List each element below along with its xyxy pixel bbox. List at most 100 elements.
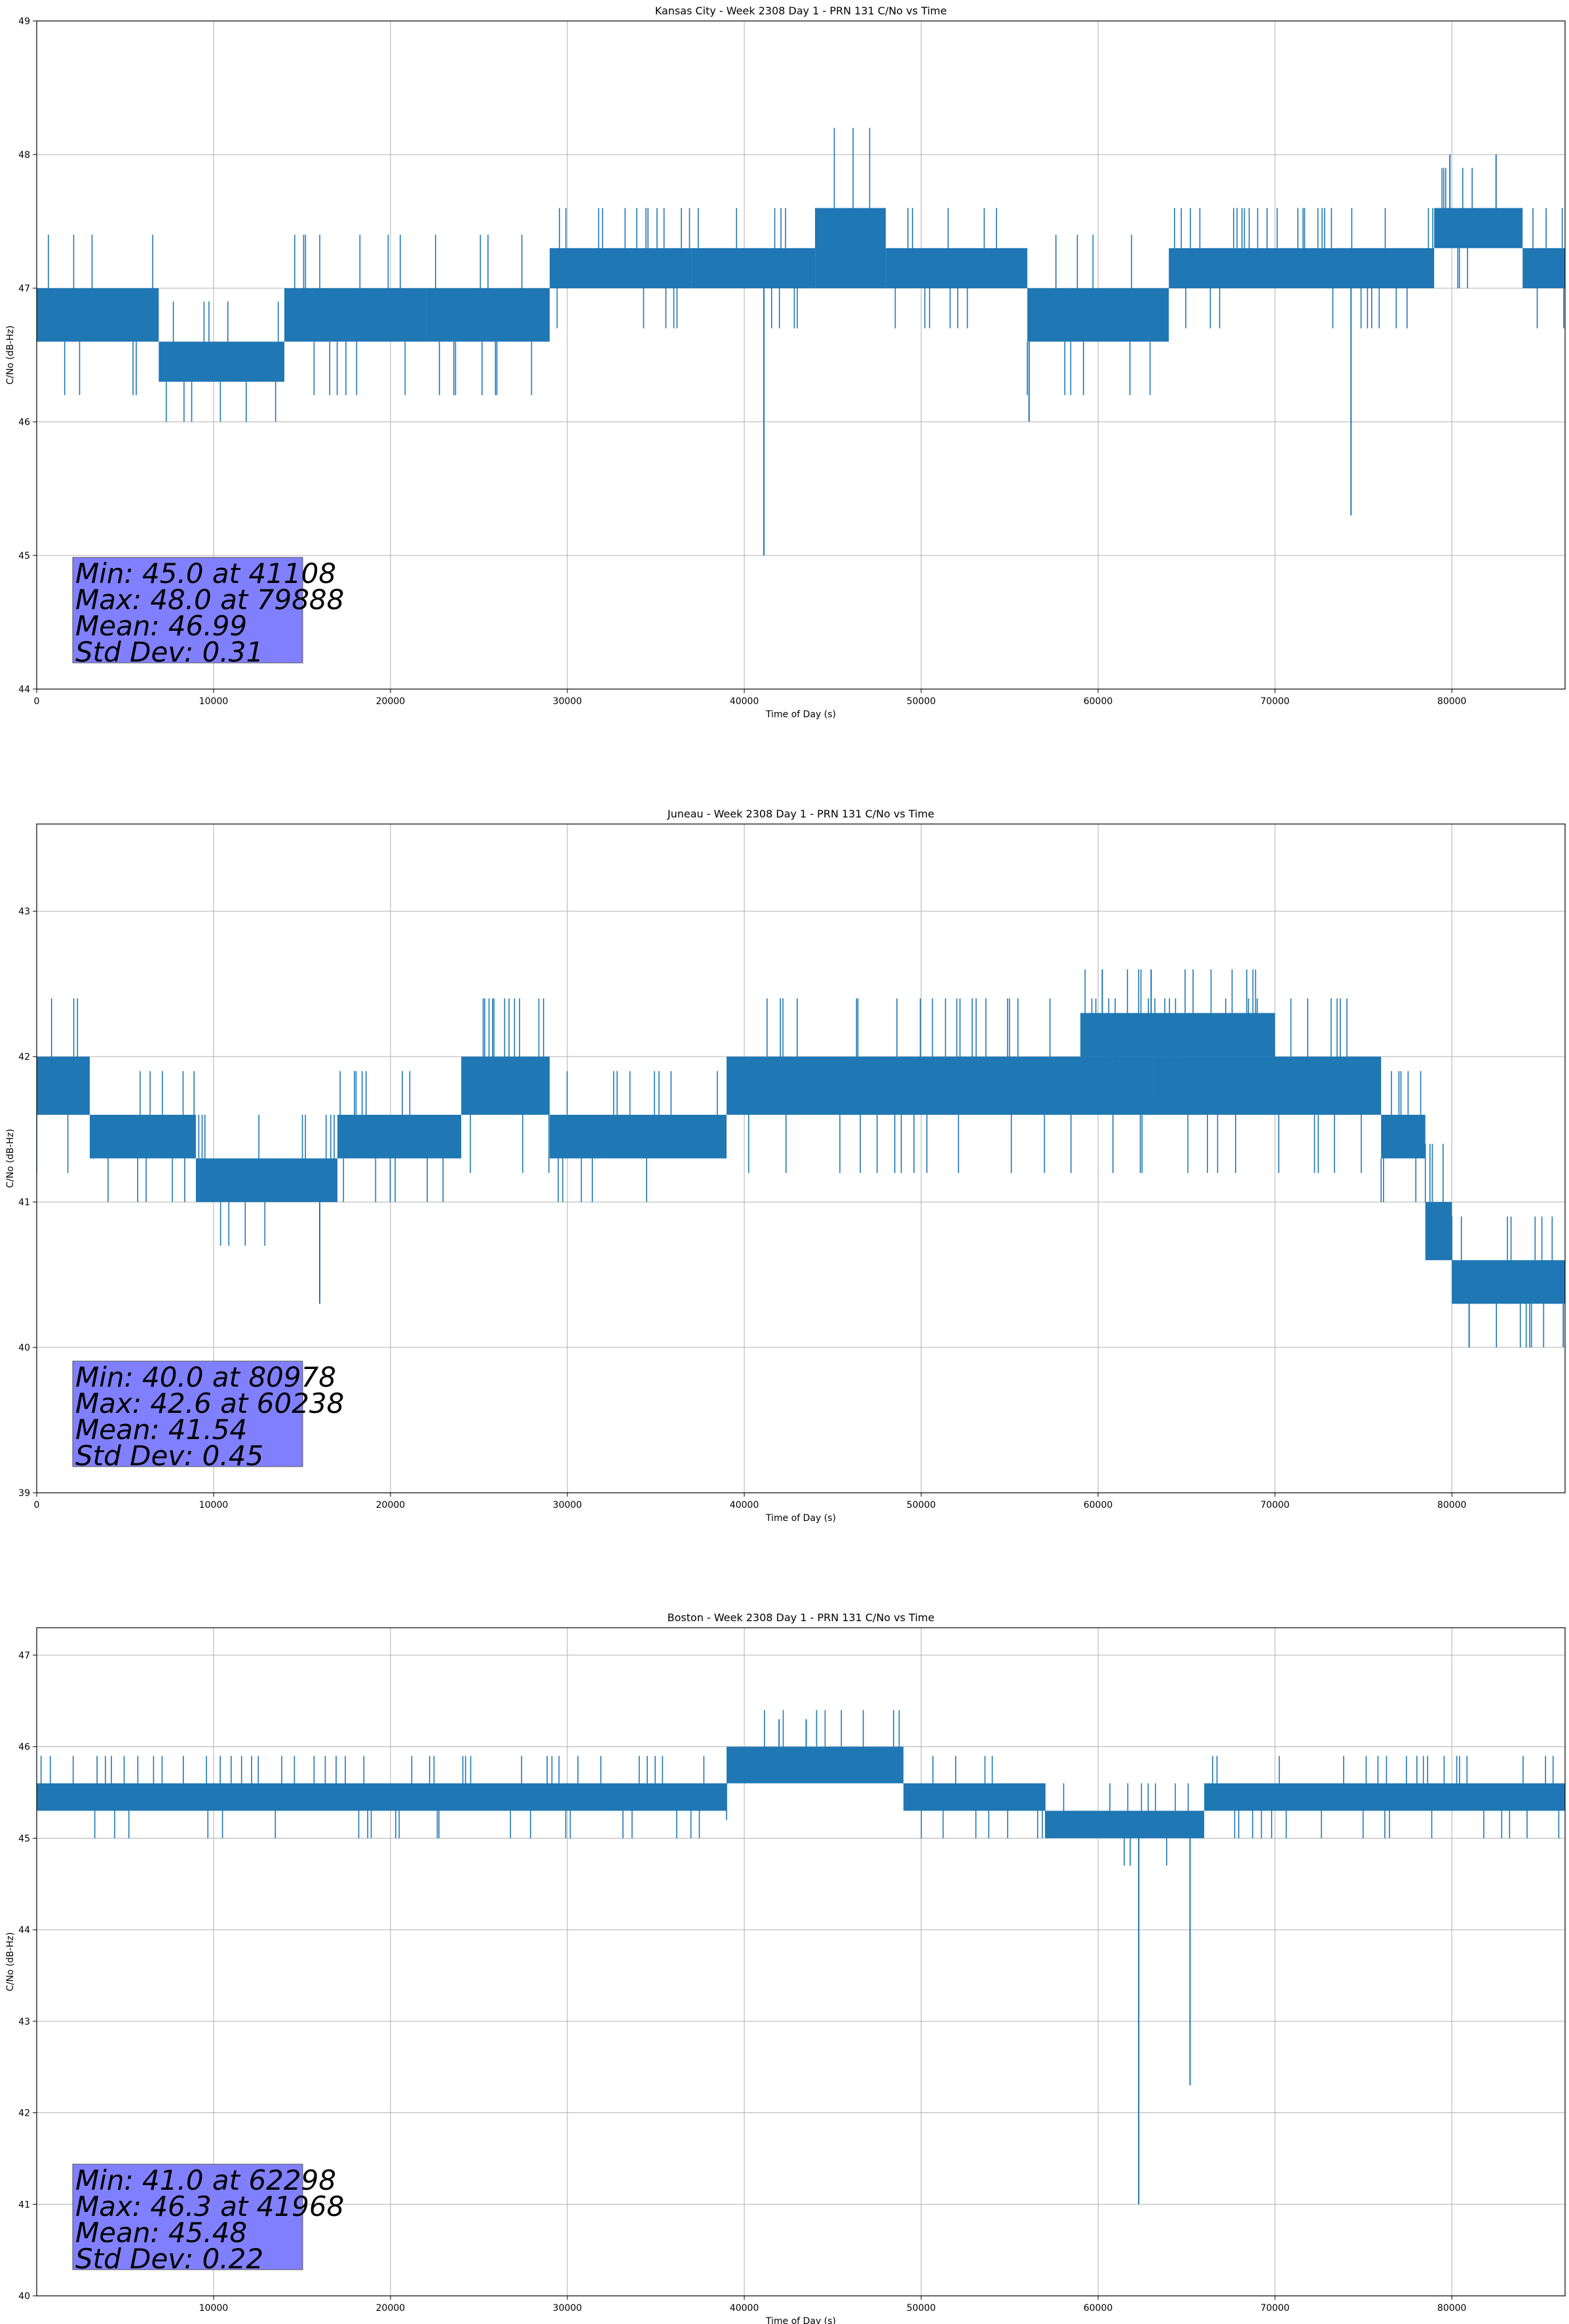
data-series — [37, 969, 1565, 1348]
stats-line: Max: 46.3 at 41968 — [75, 2190, 344, 2222]
y-tick-label: 44 — [18, 684, 30, 695]
band-segment — [1027, 288, 1169, 342]
chart-title: Kansas City - Week 2308 Day 1 - PRN 131 … — [655, 5, 947, 17]
x-tick-label: 70000 — [1260, 2303, 1290, 2314]
stats-line: Mean: 46.99 — [75, 610, 247, 642]
x-tick-label: 80000 — [1437, 696, 1467, 707]
band-segment — [37, 1783, 727, 1811]
y-tick-label: 48 — [18, 150, 30, 160]
axes-frame — [36, 823, 1566, 1493]
band-segment — [1452, 1260, 1565, 1304]
x-tick-label: 0 — [34, 1500, 40, 1510]
x-tick-label: 70000 — [1260, 696, 1290, 707]
stats-line: Max: 48.0 at 79888 — [75, 584, 344, 616]
band-texture — [198, 1114, 335, 1246]
y-tick-label: 46 — [18, 417, 30, 428]
stats-line: Std Dev: 0.45 — [75, 1440, 263, 1472]
y-tick-label: 41 — [18, 1197, 30, 1208]
y-tick-label: 47 — [18, 1651, 30, 1661]
x-tick-label: 10000 — [199, 1500, 229, 1510]
x-tick-label: 20000 — [376, 696, 406, 707]
y-tick-label: 42 — [18, 1052, 30, 1062]
y-axis-label: C/No (dB-Hz) — [5, 1932, 16, 1991]
band-segment — [886, 248, 1028, 288]
band-texture — [556, 208, 690, 329]
band-segment — [1204, 1783, 1565, 1811]
axes-frame — [36, 20, 1566, 690]
band-segment — [550, 1114, 727, 1159]
band-texture — [1174, 208, 1433, 329]
band-texture — [726, 1710, 900, 1820]
band-segment — [1045, 1810, 1205, 1839]
x-tick-label: 40000 — [730, 696, 759, 707]
x-tick-label: 70000 — [1260, 1500, 1290, 1510]
band-segment — [550, 248, 692, 288]
stats-line: Max: 42.6 at 60238 — [75, 1387, 344, 1419]
band-texture — [1044, 1783, 1189, 1866]
band-texture — [1451, 1216, 1553, 1347]
x-tick-label: 30000 — [553, 1500, 582, 1510]
x-tick-label: 60000 — [1084, 696, 1113, 707]
stats-line: Mean: 45.48 — [75, 2217, 247, 2249]
x-tick-label: 30000 — [553, 696, 582, 707]
x-tick-label: 0 — [34, 696, 40, 707]
x-tick-label: 10000 — [199, 696, 229, 707]
y-tick-label: 46 — [18, 1742, 30, 1753]
band-texture — [894, 208, 997, 329]
chart-panel-3: Boston - Week 2308 Day 1 - PRN 131 C/No … — [5, 1611, 1566, 2324]
band-texture — [558, 1071, 718, 1203]
x-tick-label: 60000 — [1084, 2303, 1113, 2314]
band-texture — [698, 208, 798, 329]
x-tick-label: 80000 — [1437, 2303, 1467, 2314]
band-texture — [107, 1071, 195, 1203]
x-tick-label: 20000 — [376, 1500, 406, 1510]
chart-title: Juneau - Week 2308 Day 1 - PRN 131 C/No … — [667, 808, 934, 820]
band-segment — [37, 1057, 90, 1115]
x-tick-label: 40000 — [730, 1500, 759, 1510]
band-texture — [1380, 1071, 1422, 1203]
x-tick-label: 50000 — [907, 696, 936, 707]
band-segment — [1434, 208, 1523, 248]
band-texture — [1424, 1144, 1444, 1203]
y-axis-label: C/No (dB-Hz) — [5, 1129, 16, 1188]
y-tick-label: 43 — [18, 2017, 30, 2027]
stats-box — [72, 557, 303, 664]
stats-line: Min: 40.0 at 80978 — [75, 1361, 336, 1393]
y-tick-label: 40 — [18, 2291, 30, 2302]
y-tick-label: 44 — [18, 1925, 30, 1936]
band-texture — [833, 128, 871, 208]
data-series — [37, 1710, 1565, 2205]
band-segment — [691, 248, 816, 288]
stats-line: Mean: 41.54 — [75, 1414, 247, 1446]
y-tick-label: 39 — [18, 1488, 30, 1499]
band-segment — [1425, 1202, 1452, 1260]
y-tick-label: 43 — [18, 907, 30, 917]
axes-frame — [36, 1627, 1566, 2296]
band-texture — [339, 1071, 444, 1203]
stats-box — [72, 2164, 303, 2270]
y-tick-label: 45 — [18, 1833, 30, 1844]
band-texture — [1212, 1755, 1560, 1839]
y-tick-label: 45 — [18, 551, 30, 561]
x-axis-label: Time of Day (s) — [765, 1513, 836, 1524]
band-segment — [903, 1783, 1046, 1811]
stats-line: Min: 45.0 at 41108 — [75, 557, 336, 590]
band-texture — [1084, 969, 1257, 1100]
band-texture — [166, 301, 279, 422]
x-tick-label: 30000 — [553, 2303, 582, 2314]
x-tick-label: 60000 — [1084, 1500, 1113, 1510]
x-axis-label: Time of Day (s) — [765, 709, 836, 720]
band-segment — [426, 288, 550, 342]
band-segment — [1522, 248, 1565, 288]
data-series — [37, 128, 1565, 555]
band-segment — [727, 1746, 904, 1784]
stats-box — [72, 1360, 303, 1467]
band-segment — [461, 1057, 550, 1115]
chart-title: Boston - Week 2308 Day 1 - PRN 131 C/No … — [668, 1611, 935, 1624]
stats-line: Min: 41.0 at 62298 — [75, 2164, 336, 2196]
band-segment — [727, 1057, 1382, 1115]
band-texture — [1027, 234, 1151, 396]
stats-line: Std Dev: 0.31 — [75, 636, 263, 668]
x-axis-label: Time of Day (s) — [765, 2316, 836, 2324]
